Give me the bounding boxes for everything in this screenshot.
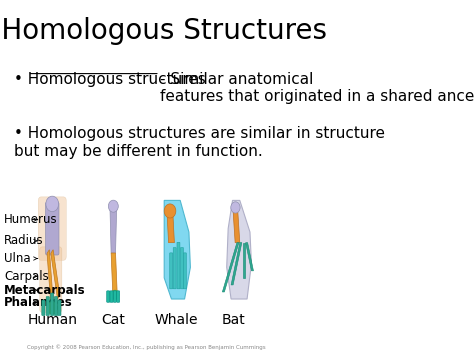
Circle shape xyxy=(111,290,119,300)
FancyBboxPatch shape xyxy=(46,296,49,316)
Polygon shape xyxy=(111,253,117,293)
FancyBboxPatch shape xyxy=(177,242,180,289)
Polygon shape xyxy=(164,200,191,299)
Text: Carpals: Carpals xyxy=(4,269,49,283)
Polygon shape xyxy=(222,243,239,292)
Circle shape xyxy=(231,202,240,213)
Polygon shape xyxy=(243,243,245,278)
Circle shape xyxy=(109,200,118,212)
FancyBboxPatch shape xyxy=(58,300,61,316)
Polygon shape xyxy=(233,211,240,243)
Circle shape xyxy=(46,196,59,212)
FancyBboxPatch shape xyxy=(181,247,183,289)
Text: Human: Human xyxy=(27,313,77,327)
FancyBboxPatch shape xyxy=(38,197,66,260)
Polygon shape xyxy=(51,250,60,299)
Text: Whale: Whale xyxy=(154,313,198,327)
FancyBboxPatch shape xyxy=(173,247,176,289)
Polygon shape xyxy=(47,250,53,304)
Polygon shape xyxy=(167,214,174,243)
Text: 4. Homologous Structures: 4. Homologous Structures xyxy=(0,17,327,45)
FancyBboxPatch shape xyxy=(117,291,120,302)
FancyBboxPatch shape xyxy=(110,291,113,302)
Text: Copyright © 2008 Pearson Education, Inc., publishing as Pearson Benjamin Cumming: Copyright © 2008 Pearson Education, Inc.… xyxy=(27,344,266,350)
Text: Ulna: Ulna xyxy=(4,252,31,265)
Text: Radius: Radius xyxy=(4,234,44,247)
Polygon shape xyxy=(110,209,117,253)
FancyBboxPatch shape xyxy=(51,293,54,316)
FancyBboxPatch shape xyxy=(170,253,173,289)
Text: - Similar anatomical
features that originated in a shared ancestor.: - Similar anatomical features that origi… xyxy=(160,72,474,104)
FancyBboxPatch shape xyxy=(42,300,45,316)
FancyBboxPatch shape xyxy=(55,296,57,316)
Text: • Homologous structures: • Homologous structures xyxy=(15,72,206,87)
Text: Metacarpals: Metacarpals xyxy=(4,284,86,297)
Text: Humerus: Humerus xyxy=(4,213,58,226)
Text: • Homologous structures are similar in structure
but may be different in functio: • Homologous structures are similar in s… xyxy=(15,126,385,159)
Polygon shape xyxy=(231,243,242,285)
Circle shape xyxy=(164,204,176,218)
FancyBboxPatch shape xyxy=(183,253,186,289)
FancyBboxPatch shape xyxy=(107,291,110,302)
Text: Phalanges: Phalanges xyxy=(4,296,73,309)
FancyBboxPatch shape xyxy=(46,202,59,255)
FancyBboxPatch shape xyxy=(40,247,62,312)
Circle shape xyxy=(47,301,57,314)
Text: Cat: Cat xyxy=(101,313,125,327)
FancyBboxPatch shape xyxy=(113,291,117,302)
Polygon shape xyxy=(227,200,251,299)
Text: Bat: Bat xyxy=(222,313,246,327)
Polygon shape xyxy=(246,243,254,271)
